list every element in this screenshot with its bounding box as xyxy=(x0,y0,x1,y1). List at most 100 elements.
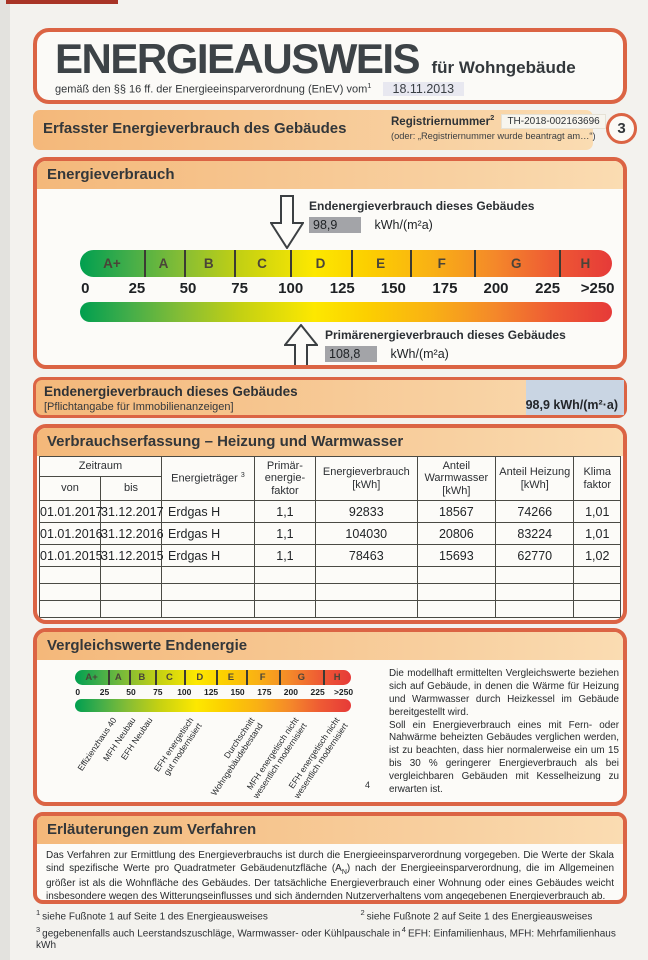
registry-label: Registriernummer xyxy=(391,115,491,128)
band-divider xyxy=(279,670,282,685)
band-letter-a: A xyxy=(114,672,122,683)
efficiency-letter-band: A+ A B C D E F G H xyxy=(80,250,612,277)
band-letter-c: C xyxy=(257,256,267,271)
scale-tick: 200 xyxy=(283,687,298,697)
end-energy-arrow-down-icon xyxy=(270,195,304,249)
band-letter-f: F xyxy=(437,256,446,271)
band-divider xyxy=(108,670,111,685)
footnote-item-2: 2 siehe Fußnote 2 auf Seite 1 des Energie… xyxy=(360,908,593,923)
consumption-table: Zeitraum Energieträger 3 Primär- energie… xyxy=(39,456,621,618)
registry-alt-note: (oder: „Registriernummer wurde beantragt… xyxy=(391,130,596,141)
table-row: 01.01.2017 31.12.2017 Erdgas H 1,1 92833 18… xyxy=(39,500,621,523)
certificate-subtitle: für Wohngebäude xyxy=(431,58,576,77)
panel-title-energy: Energieverbrauch xyxy=(37,161,623,189)
scale-tick: 100 xyxy=(177,687,192,697)
scale-tick: 25 xyxy=(99,687,110,697)
mandatory-value-bar: Endenergieverbrauch dieses Gebäudes [Pfl… xyxy=(33,377,627,418)
col-header-zeitraum: Zeitraum xyxy=(39,456,162,477)
scale-tick: 225 xyxy=(310,687,325,697)
end-energy-value-chip: 98,9 xyxy=(309,217,361,233)
scale-tick: >250 xyxy=(333,687,354,697)
comparison-panel: Vergleichswerte Endenergie A+ A B C D E … xyxy=(33,628,627,806)
scale-tick: 225 xyxy=(535,280,561,297)
certificate-header-box: ENERGIEAUSWEIS für Wohngebäude gemäß den… xyxy=(33,28,627,104)
energy-gradient-bar xyxy=(80,302,612,322)
band-divider xyxy=(473,250,476,277)
law-reference: gemäß den §§ 16 ff. der Energieeinsparve… xyxy=(55,81,623,96)
table-row-empty xyxy=(39,600,621,618)
band-divider xyxy=(155,670,158,685)
scale-tick: 125 xyxy=(329,280,355,297)
col-header-klimafaktor: Klima faktor xyxy=(573,456,621,501)
band-divider xyxy=(183,250,186,277)
scale-tick: 100 xyxy=(278,280,304,297)
band-letter-a: A xyxy=(158,256,169,271)
section-title-capture: Erfasster Energieverbrauch des Gebäudes xyxy=(43,120,347,137)
scale-tick: 175 xyxy=(257,687,272,697)
scale-tick: 125 xyxy=(203,687,219,697)
band-letter-aplus: A+ xyxy=(103,256,121,271)
registry-block: Registriernummer2 TH-2018-002163696 (ode… xyxy=(391,113,606,141)
footnote-marker-4: 4 xyxy=(365,780,371,790)
band-letter-b: B xyxy=(138,672,146,683)
band-letter-h: H xyxy=(333,672,341,683)
panel-title-consumption: Verbrauchserfassung – Heizung und Warmwa… xyxy=(37,428,623,456)
mandatory-value-box: 98,9 kWh/(m²·a) xyxy=(526,380,624,415)
explanation-panel: Erläuterungen zum Verfahren Das Verfahre… xyxy=(33,812,627,904)
scale-tick: 75 xyxy=(231,280,248,297)
registry-number-box: TH-2018-002163696 xyxy=(501,113,606,129)
comparison-paragraph-2: Soll ein Energieverbrauch eines mit Fern… xyxy=(389,719,619,795)
scale-tick: 150 xyxy=(230,687,245,697)
footnote-item-4: 4 EFH: Einfamilienhaus, MFH: Mehrfamilien… xyxy=(401,925,616,940)
col-header-primaerenergiefaktor: Primär- energie- faktor xyxy=(253,456,316,501)
band-letter-d: D xyxy=(196,672,204,683)
band-letter-h: H xyxy=(580,256,591,271)
comparison-gradient-bar xyxy=(75,699,351,712)
footnotes: 1 siehe Fußnote 1 auf Seite 1 des Energie… xyxy=(36,908,626,954)
comparison-paragraph-1: Die modellhaft ermittelten Vergleichswer… xyxy=(389,668,619,718)
comparison-reference-labels: Effizienzhaus 40 MFH Neubau EFH Neubau E… xyxy=(75,715,350,801)
primary-energy-value-chip: 108,8 xyxy=(325,346,377,362)
band-divider xyxy=(184,670,187,685)
scale-tick: 175 xyxy=(432,280,458,297)
band-divider xyxy=(558,250,561,277)
scale-tick: 50 xyxy=(179,280,197,297)
panel-title-explanation: Erläuterungen zum Verfahren xyxy=(37,816,623,844)
panel-title-comparison: Vergleichswerte Endenergie xyxy=(37,632,623,660)
scale-tick: 25 xyxy=(128,280,146,297)
col-header-energieverbrauch: Energieverbrauch [kWh] xyxy=(314,456,418,501)
band-letter-b: B xyxy=(203,256,214,271)
scan-edge-shadow xyxy=(0,0,10,960)
certificate-title: ENERGIEAUSWEIS xyxy=(55,35,421,82)
comparison-scale-ticks: 0 25 50 75 100 125 150 175 200 225 >250 xyxy=(75,687,354,697)
band-divider xyxy=(215,670,218,685)
scale-tick: 150 xyxy=(380,280,406,297)
captured-consumption-bar: Erfasster Energieverbrauch des Gebäudes … xyxy=(33,110,606,150)
footnote-marker-2: 2 xyxy=(490,113,495,122)
col-header-bis: bis xyxy=(100,476,162,501)
table-row-empty xyxy=(39,583,621,601)
table-row: 01.01.2015 31.12.2015 Erdgas H 1,1 78463 15… xyxy=(39,544,621,567)
band-divider xyxy=(128,670,131,685)
band-divider xyxy=(409,250,412,277)
band-divider xyxy=(234,250,237,277)
scale-tick: 200 xyxy=(483,280,509,297)
band-divider xyxy=(290,250,293,277)
scale-tick: 0 xyxy=(75,687,81,697)
end-energy-label: Endenergieverbrauch dieses Gebäudes xyxy=(309,199,535,213)
end-energy-unit: kWh/(m²a) xyxy=(374,218,433,232)
band-letter-g: G xyxy=(510,256,522,271)
scale-tick: 75 xyxy=(153,687,163,697)
energy-consumption-panel: Energieverbrauch Endenergieverbrauch die… xyxy=(33,157,627,369)
primary-energy-arrow-up-icon xyxy=(284,324,318,365)
comparison-text: Die modellhaft ermittelten Vergleichswer… xyxy=(389,668,619,797)
primary-energy-unit: kWh/(m²a) xyxy=(390,347,449,361)
col-header-anteil-heizung: Anteil Heizung [kWh] xyxy=(495,456,575,501)
col-header-von: von xyxy=(39,476,101,501)
primary-energy-label: Primärenergieverbrauch dieses Gebäudes xyxy=(325,328,566,342)
col-header-anteil-warmwasser: Anteil Warmwasser [kWh] xyxy=(416,456,497,501)
band-letter-e: E xyxy=(376,256,386,271)
band-divider xyxy=(246,670,249,685)
table-row-empty xyxy=(39,566,621,584)
comparison-letter-band: A+ A B C D E F G H xyxy=(75,670,351,685)
